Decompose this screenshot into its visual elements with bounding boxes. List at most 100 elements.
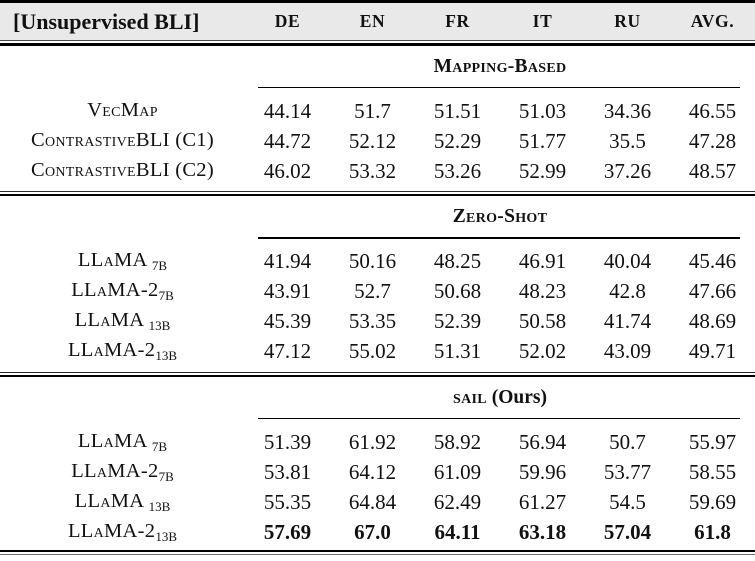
cell-it: 63.18 [518, 519, 567, 544]
section-title: sail (Ours) [245, 386, 755, 409]
table-row-llama-7b: LLaMA 7B 41.94 50.16 48.25 46.91 40.04 4… [0, 247, 755, 277]
cell-avg: 49.71 [688, 339, 737, 363]
cell-de: 46.02 [263, 158, 312, 183]
row-label-text: LLaMA-2 [67, 519, 156, 542]
section-separator-rule [0, 371, 755, 377]
cell-en: 52.12 [348, 128, 397, 153]
row-label-subscript: 7B [151, 438, 168, 454]
section-mapping-based: Mapping-Based VecMap 44.14 51.7 51.51 51… [0, 55, 755, 187]
table-bottom-rule [0, 550, 755, 555]
cell-avg: 45.46 [688, 249, 737, 273]
cell-fr: 58.92 [433, 429, 482, 454]
row-label: LLaMA-213B [0, 520, 245, 545]
row-label-text: ContrastiveBLI (C1) [31, 128, 214, 151]
section-rows: LLaMA 7B 41.94 50.16 48.25 46.91 40.04 4… [0, 239, 755, 367]
cell-avg: 58.55 [688, 459, 737, 484]
row-label: LLaMA-213B [0, 339, 245, 364]
row-label-text: LLaMA-2 [67, 339, 156, 361]
cell-ru: 42.8 [609, 279, 646, 303]
cell-fr: 52.29 [433, 128, 482, 153]
row-label-text: LLaMA-2 [71, 459, 159, 482]
row-label-subscript: 13B [155, 528, 178, 544]
cell-avg: 48.57 [688, 158, 737, 183]
cell-en: 64.12 [348, 459, 397, 484]
cell-ru: 43.09 [603, 339, 652, 363]
table-row-contrastivebli-c1: ContrastiveBLI (C1) 44.72 52.12 52.29 51… [0, 126, 755, 156]
row-label: VecMap [0, 99, 245, 124]
table-row-sail-llama-2-13b-best: LLaMA-213B 57.69 67.0 64.11 63.18 57.04 … [0, 517, 755, 547]
col-header-de: DE [274, 11, 301, 31]
table-row-llama-2-13b: LLaMA-213B 47.12 55.02 51.31 52.02 43.09… [0, 337, 755, 367]
table-row-contrastivebli-c2: ContrastiveBLI (C2) 46.02 53.32 53.26 52… [0, 156, 755, 186]
row-label-subscript: 7B [158, 288, 174, 303]
row-label-text: VecMap [87, 98, 158, 121]
cell-en: 53.35 [348, 309, 397, 333]
row-label-subscript: 7B [151, 258, 168, 273]
cell-en: 61.92 [348, 429, 397, 454]
col-header-en: EN [359, 11, 386, 31]
cell-fr: 51.51 [433, 98, 482, 123]
section-zero-shot: Zero-Shot LLaMA 7B 41.94 50.16 48.25 46.… [0, 205, 755, 367]
cell-ru: 54.5 [609, 489, 646, 514]
cell-fr: 50.68 [433, 279, 482, 303]
row-label-text: LLaMA [77, 249, 152, 271]
cell-ru: 35.5 [609, 128, 646, 153]
cell-en: 52.7 [354, 279, 391, 303]
table-row-sail-llama-13b: LLaMA 13B 55.35 64.84 62.49 61.27 54.5 5… [0, 487, 755, 517]
cell-de: 45.39 [263, 309, 312, 333]
section-title-plain: (Ours) [486, 386, 547, 408]
section-rows: LLaMA 7B 51.39 61.92 58.92 56.94 50.7 55… [0, 419, 755, 547]
cell-de: 41.94 [263, 249, 312, 273]
col-header-avg: AVG. [690, 11, 735, 31]
cell-ru: 41.74 [603, 309, 652, 333]
section-title-smallcaps: Zero-Shot [452, 206, 548, 227]
cell-it: 52.99 [518, 158, 567, 183]
cell-avg: 48.69 [688, 309, 737, 333]
cell-fr: 53.26 [433, 158, 482, 183]
cell-it: 61.27 [518, 489, 567, 514]
cell-avg: 47.28 [688, 128, 737, 153]
section-title: Zero-Shot [245, 205, 755, 228]
cell-fr: 62.49 [433, 489, 482, 514]
cell-it: 48.23 [518, 279, 567, 303]
cell-en: 53.32 [348, 158, 397, 183]
cell-avg: 46.55 [688, 98, 737, 123]
section-title-smallcaps: sail [452, 386, 487, 408]
cell-it: 50.58 [518, 309, 567, 333]
cell-fr: 48.25 [433, 249, 482, 273]
row-label-subscript: 13B [148, 318, 171, 333]
corner-header: [Unsupervised BLI] [13, 8, 200, 34]
cell-en: 67.0 [354, 519, 391, 544]
col-header-fr: FR [445, 11, 470, 31]
cell-it: 46.91 [518, 249, 567, 273]
row-label: LLaMA 13B [0, 490, 245, 515]
col-header-it: IT [532, 11, 553, 31]
cell-de: 44.72 [263, 128, 312, 153]
row-label: ContrastiveBLI (C2) [0, 159, 245, 184]
table-row-llama-13b: LLaMA 13B 45.39 53.35 52.39 50.58 41.74 … [0, 307, 755, 337]
row-label-text: LLaMA [74, 489, 149, 512]
cell-ru: 57.04 [603, 519, 652, 544]
section-rows: VecMap 44.14 51.7 51.51 51.03 34.36 46.5… [0, 88, 755, 186]
row-label-text: LLaMA [74, 309, 149, 331]
table-row-sail-llama-2-7b: LLaMA-27B 53.81 64.12 61.09 59.96 53.77 … [0, 457, 755, 487]
cell-it: 51.77 [518, 128, 567, 153]
cell-fr: 61.09 [433, 459, 482, 484]
cell-avg: 59.69 [688, 489, 737, 514]
cell-fr: 51.31 [433, 339, 482, 363]
cell-avg: 61.8 [694, 519, 731, 544]
row-label: ContrastiveBLI (C1) [0, 129, 245, 154]
cell-ru: 40.04 [603, 249, 652, 273]
table-row-llama-2-7b: LLaMA-27B 43.91 52.7 50.68 48.23 42.8 47… [0, 277, 755, 307]
cell-de: 51.39 [263, 429, 312, 454]
row-label-text: LLaMA [77, 429, 152, 452]
row-label-text: ContrastiveBLI (C2) [31, 158, 214, 181]
cell-en: 64.84 [348, 489, 397, 514]
row-label: LLaMA 7B [0, 249, 245, 274]
table-row-sail-llama-7b: LLaMA 7B 51.39 61.92 58.92 56.94 50.7 55… [0, 427, 755, 457]
row-label: LLaMA 7B [0, 430, 245, 455]
section-cmidrule [258, 237, 740, 239]
cell-avg: 55.97 [688, 429, 737, 454]
cell-it: 59.96 [518, 459, 567, 484]
